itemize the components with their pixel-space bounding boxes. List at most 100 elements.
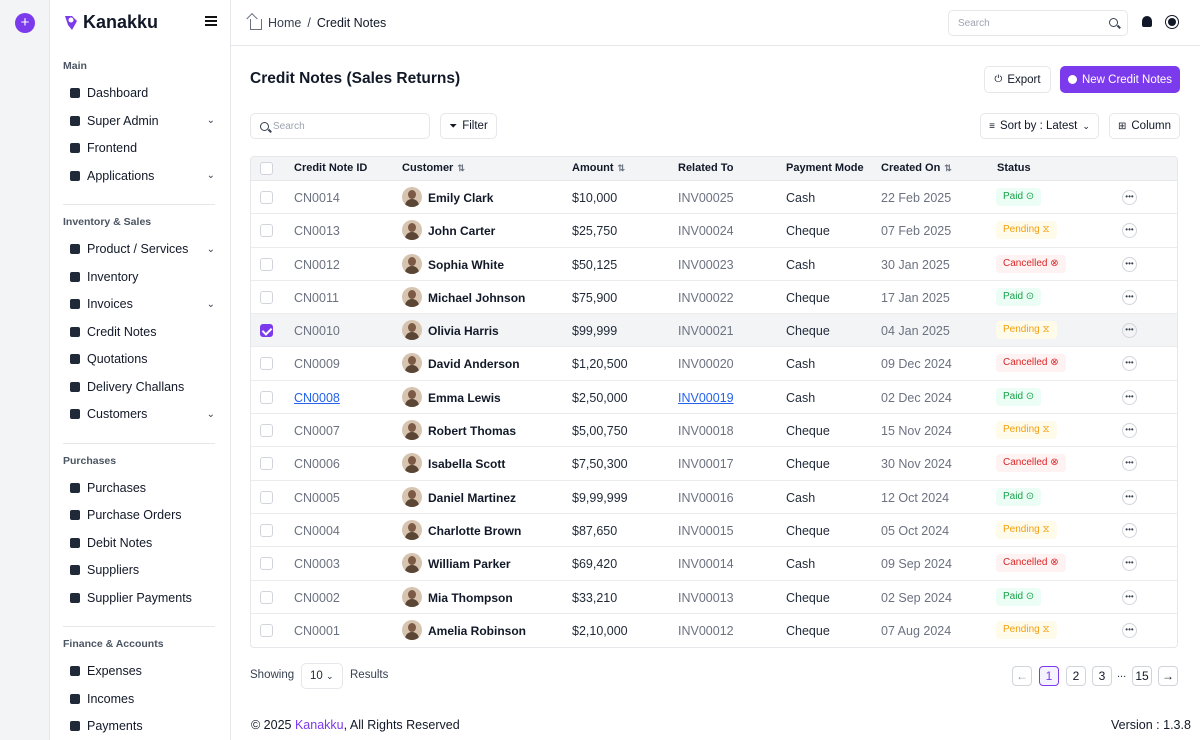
bell-icon[interactable] bbox=[1142, 16, 1152, 27]
more-options-icon[interactable]: ••• bbox=[1122, 256, 1137, 272]
more-options-icon[interactable]: ••• bbox=[1122, 323, 1137, 339]
credit-note-id[interactable]: CN0004 bbox=[294, 523, 340, 538]
col-created-on[interactable]: Created On ⇅ bbox=[881, 162, 952, 174]
table-row[interactable]: CN0012 Sophia White $50,125 INV00023 Cash 30 … bbox=[251, 248, 1177, 281]
export-button[interactable]: ⏻ Export bbox=[984, 66, 1051, 93]
related-invoice[interactable]: INV00017 bbox=[678, 457, 734, 472]
customer-name[interactable]: Charlotte Brown bbox=[428, 523, 522, 538]
next-page-icon[interactable]: → bbox=[1158, 666, 1178, 686]
credit-note-id[interactable]: CN0002 bbox=[294, 590, 340, 605]
row-checkbox[interactable] bbox=[260, 490, 273, 504]
more-options-icon[interactable]: ••• bbox=[1122, 522, 1137, 538]
more-options-icon[interactable]: ••• bbox=[1122, 622, 1137, 638]
header-search-input[interactable]: Search bbox=[948, 10, 1128, 36]
more-options-icon[interactable]: ••• bbox=[1122, 423, 1137, 439]
home-icon[interactable] bbox=[250, 19, 262, 30]
sidebar-item-frontend[interactable]: Frontend bbox=[70, 137, 215, 159]
sidebar-item-incomes[interactable]: Incomes bbox=[70, 688, 215, 710]
logo[interactable]: Kanakku bbox=[63, 12, 158, 33]
related-invoice[interactable]: INV00016 bbox=[678, 490, 734, 505]
customer-name[interactable]: David Anderson bbox=[428, 357, 520, 372]
customer-name[interactable]: Emma Lewis bbox=[428, 390, 501, 405]
sidebar-item-inventory[interactable]: Inventory bbox=[70, 266, 215, 288]
related-invoice[interactable]: INV00020 bbox=[678, 357, 734, 372]
related-invoice[interactable]: INV00015 bbox=[678, 523, 734, 538]
credit-note-id[interactable]: CN0006 bbox=[294, 457, 340, 472]
page-3-button[interactable]: 3 bbox=[1092, 666, 1112, 686]
customer-name[interactable]: William Parker bbox=[428, 557, 511, 572]
row-checkbox[interactable] bbox=[260, 424, 273, 438]
table-row[interactable]: CN0009 David Anderson $1,20,500 INV00020 Cas… bbox=[251, 347, 1177, 381]
credit-note-id[interactable]: CN0010 bbox=[294, 324, 340, 339]
row-checkbox[interactable] bbox=[260, 623, 273, 637]
row-checkbox[interactable] bbox=[260, 290, 273, 304]
table-row[interactable]: CN0005 Daniel Martinez $9,99,999 INV00016 Ca… bbox=[251, 481, 1177, 514]
related-invoice[interactable]: INV00024 bbox=[678, 224, 734, 239]
copyright-brand-link[interactable]: Kanakku bbox=[294, 718, 344, 732]
sidebar-item-invoices[interactable]: Invoices ⌄ bbox=[70, 293, 215, 315]
credit-note-id[interactable]: CN0005 bbox=[294, 490, 340, 505]
related-invoice[interactable]: INV00023 bbox=[678, 257, 734, 272]
related-invoice[interactable]: INV00014 bbox=[678, 557, 734, 572]
row-checkbox[interactable] bbox=[260, 390, 273, 404]
select-all-checkbox[interactable] bbox=[260, 162, 273, 175]
page-15-button[interactable]: 15 bbox=[1132, 666, 1152, 686]
theme-toggle-icon[interactable] bbox=[1168, 18, 1176, 26]
related-invoice[interactable]: INV00012 bbox=[678, 623, 734, 638]
more-options-icon[interactable]: ••• bbox=[1122, 589, 1137, 605]
page-2-button[interactable]: 2 bbox=[1066, 666, 1086, 686]
credit-note-id[interactable]: CN0003 bbox=[294, 557, 340, 572]
customer-name[interactable]: Michael Johnson bbox=[428, 290, 526, 305]
related-invoice[interactable]: INV00013 bbox=[678, 590, 734, 605]
sort-dropdown[interactable]: ≡ Sort by : Latest ⌄ bbox=[980, 113, 1099, 139]
sidebar-item-applications[interactable]: Applications ⌄ bbox=[70, 165, 215, 187]
customer-name[interactable]: Robert Thomas bbox=[428, 424, 517, 439]
related-invoice[interactable]: INV00025 bbox=[678, 191, 734, 205]
table-row[interactable]: CN0003 William Parker $69,420 INV00014 Cash 0… bbox=[251, 547, 1177, 581]
more-options-icon[interactable]: ••• bbox=[1122, 223, 1137, 239]
row-checkbox[interactable] bbox=[260, 590, 273, 604]
menu-toggle-icon[interactable] bbox=[205, 16, 217, 26]
sidebar-item-product-services[interactable]: Product / Services ⌄ bbox=[70, 238, 215, 260]
more-options-icon[interactable]: ••• bbox=[1122, 389, 1137, 405]
sidebar-item-super-admin[interactable]: Super Admin ⌄ bbox=[70, 110, 215, 132]
table-search-input[interactable]: Search bbox=[250, 113, 430, 139]
sidebar-item-suppliers[interactable]: Suppliers bbox=[70, 559, 215, 581]
per-page-select[interactable]: 10 ⌄ bbox=[301, 663, 343, 689]
more-options-icon[interactable]: ••• bbox=[1122, 289, 1137, 305]
add-icon[interactable]: + bbox=[15, 13, 35, 33]
credit-note-id[interactable]: CN0014 bbox=[294, 191, 340, 205]
new-credit-note-button[interactable]: New Credit Notes bbox=[1060, 66, 1180, 93]
row-checkbox[interactable] bbox=[260, 357, 273, 371]
row-checkbox[interactable] bbox=[260, 523, 273, 537]
filter-button[interactable]: ⏷ Filter bbox=[440, 113, 497, 139]
more-options-icon[interactable]: ••• bbox=[1122, 489, 1137, 505]
customer-name[interactable]: Amelia Robinson bbox=[428, 623, 527, 638]
row-checkbox[interactable] bbox=[260, 224, 273, 238]
page-1-button[interactable]: 1 bbox=[1039, 666, 1059, 686]
col-customer[interactable]: Customer ⇅ bbox=[402, 162, 465, 174]
table-row[interactable]: CN0004 Charlotte Brown $87,650 INV00015 Cheq… bbox=[251, 514, 1177, 548]
credit-note-id[interactable]: CN0007 bbox=[294, 424, 340, 439]
customer-name[interactable]: Emily Clark bbox=[428, 191, 494, 205]
sidebar-item-customers[interactable]: Customers ⌄ bbox=[70, 403, 215, 425]
related-invoice[interactable]: INV00019 bbox=[678, 390, 734, 405]
sidebar-item-expenses[interactable]: Expenses bbox=[70, 660, 215, 682]
credit-note-id[interactable]: CN0008 bbox=[294, 390, 340, 405]
table-row[interactable]: CN0010 Olivia Harris $99,999 INV00021 Cheque… bbox=[251, 314, 1177, 348]
table-row[interactable]: CN0008 Emma Lewis $2,50,000 INV00019 Cash 02 … bbox=[251, 381, 1177, 415]
related-invoice[interactable]: INV00022 bbox=[678, 290, 734, 305]
table-row[interactable]: CN0001 Amelia Robinson $2,10,000 INV00012 Ch… bbox=[251, 614, 1177, 647]
customer-name[interactable]: Daniel Martinez bbox=[428, 490, 517, 505]
more-options-icon[interactable]: ••• bbox=[1122, 190, 1137, 205]
customer-name[interactable]: Isabella Scott bbox=[428, 457, 506, 472]
customer-name[interactable]: Mia Thompson bbox=[428, 590, 513, 605]
table-row[interactable]: CN0002 Mia Thompson $33,210 INV00013 Cheque 0… bbox=[251, 581, 1177, 614]
related-invoice[interactable]: INV00018 bbox=[678, 424, 734, 439]
sidebar-item-delivery-challans[interactable]: Delivery Challans bbox=[70, 376, 215, 398]
table-row[interactable]: CN0014 Emily Clark $10,000 INV00025 Cash 22 F… bbox=[251, 181, 1177, 215]
table-row[interactable]: CN0006 Isabella Scott $7,50,300 INV00017 Che… bbox=[251, 447, 1177, 481]
sidebar-item-purchases[interactable]: Purchases bbox=[70, 477, 215, 499]
col-amount[interactable]: Amount ⇅ bbox=[572, 162, 625, 174]
row-checkbox[interactable] bbox=[260, 324, 273, 338]
